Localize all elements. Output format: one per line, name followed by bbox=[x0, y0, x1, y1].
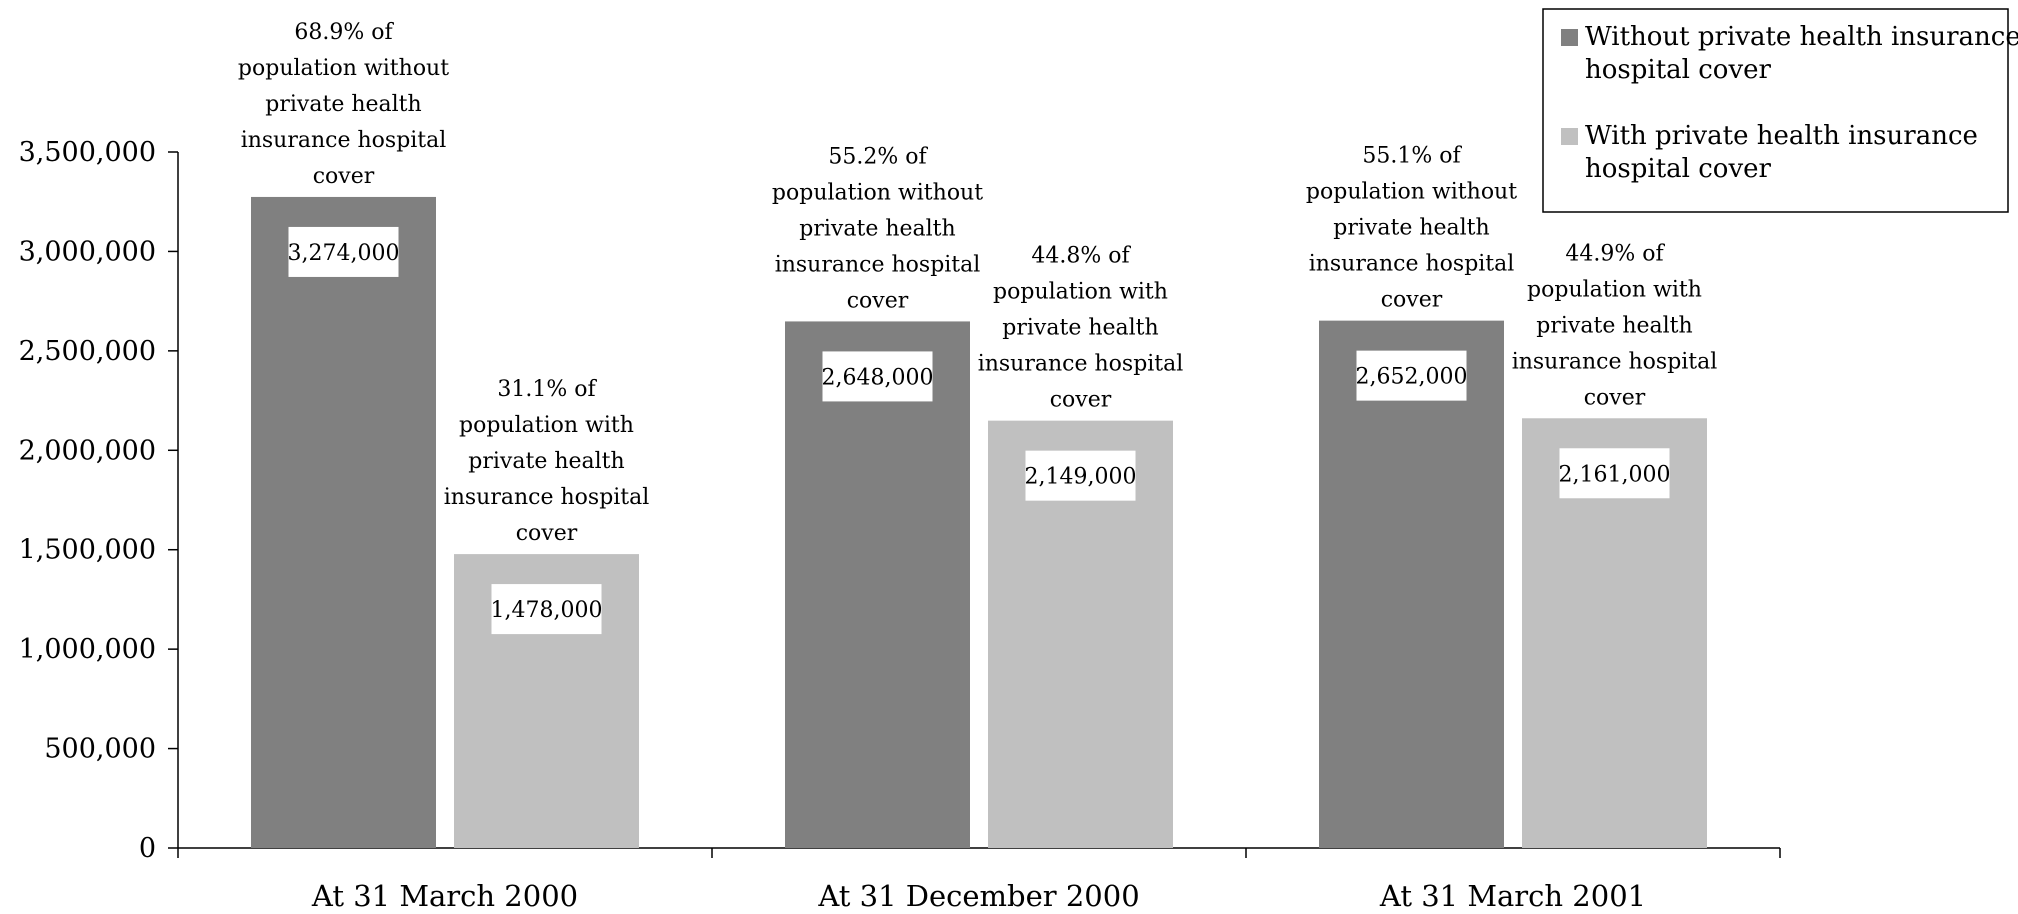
annotation-line: 55.2% of bbox=[828, 144, 928, 169]
legend-label: Without private health insurance hospital… bbox=[1585, 22, 2018, 85]
bar-annotation: 44.8% of population with private health ins… bbox=[978, 244, 1184, 413]
data-label: 2,652,000 bbox=[1356, 365, 1468, 390]
bar-annotation: 55.1% of population without private health… bbox=[1306, 144, 1517, 313]
data-label-box bbox=[491, 584, 602, 635]
data-label-box bbox=[1559, 448, 1670, 499]
annotation-line: insurance hospital bbox=[1309, 252, 1515, 277]
annotation-line: 31.1% of bbox=[497, 377, 597, 402]
legend-label-line: hospital cover bbox=[1585, 154, 1772, 184]
annotation-line: insurance hospital bbox=[1512, 349, 1718, 374]
annotation-line: private health bbox=[1333, 216, 1489, 241]
category-label: At 31 March 2000 bbox=[311, 879, 578, 909]
annotation-line: population with bbox=[459, 413, 634, 438]
legend-box bbox=[1542, 8, 2009, 213]
bar bbox=[1319, 320, 1504, 848]
legend: Without private health insurance hospital… bbox=[1542, 8, 2018, 213]
annotation-line: private health bbox=[468, 449, 624, 474]
legend-swatch bbox=[1561, 128, 1578, 145]
data-label-box bbox=[822, 351, 933, 402]
annotation-line: cover bbox=[516, 521, 578, 546]
annotation-line: 68.9% of bbox=[294, 20, 394, 45]
data-label-box bbox=[288, 226, 399, 277]
legend-label-line: With private health insurance bbox=[1585, 121, 1978, 151]
annotation-line: 44.8% of bbox=[1031, 244, 1131, 269]
bars: 3,274,000 1,478,000 2,648,000 2,149,000 2,65… bbox=[251, 196, 1707, 849]
annotation-line: cover bbox=[1381, 288, 1443, 313]
legend-label-line: Without private health insurance bbox=[1585, 22, 2018, 52]
y-tick-label: 500,000 bbox=[44, 734, 156, 765]
data-label-box bbox=[1025, 450, 1136, 501]
y-tick-label: 3,500,000 bbox=[19, 137, 156, 168]
bar-annotation: 31.1% of population with private health ins… bbox=[444, 377, 650, 546]
annotation-line: cover bbox=[1050, 388, 1112, 413]
annotation-line: insurance hospital bbox=[978, 352, 1184, 377]
annotation-line: population with bbox=[993, 280, 1168, 305]
data-label: 3,274,000 bbox=[288, 241, 400, 266]
legend-swatch bbox=[1561, 29, 1578, 46]
annotation-line: population without bbox=[1306, 180, 1517, 205]
annotation-line: 44.9% of bbox=[1565, 241, 1665, 266]
annotation-line: population without bbox=[772, 180, 983, 205]
data-label: 2,648,000 bbox=[822, 365, 934, 390]
annotation-line: cover bbox=[847, 288, 909, 313]
annotation-line: private health bbox=[1002, 316, 1158, 341]
y-tick-label: 1,500,000 bbox=[19, 535, 156, 566]
bar-annotation: 55.2% of population without private health… bbox=[772, 144, 983, 313]
axes: 0 500,000 1,000,000 1,500,000 2,000,000 2,500… bbox=[19, 137, 1781, 913]
category-label: At 31 December 2000 bbox=[817, 879, 1139, 909]
y-tick-label: 2,000,000 bbox=[19, 435, 156, 466]
annotation-line: cover bbox=[1584, 385, 1646, 410]
annotation-line: insurance hospital bbox=[775, 252, 981, 277]
bar bbox=[785, 321, 970, 849]
legend-label-line: hospital cover bbox=[1585, 55, 1772, 85]
bar bbox=[251, 196, 436, 848]
annotation-line: population without bbox=[238, 56, 449, 81]
annotation-line: cover bbox=[313, 164, 375, 189]
bar-annotation: 44.9% of population with private health ins… bbox=[1512, 241, 1718, 410]
bar-annotation: 68.9% of population without private health… bbox=[238, 20, 449, 189]
data-label: 1,478,000 bbox=[491, 598, 603, 623]
y-tick-label: 0 bbox=[139, 833, 156, 864]
annotation-line: private health bbox=[265, 92, 421, 117]
y-tick-label: 2,500,000 bbox=[19, 336, 156, 367]
annotation-line: private health bbox=[1536, 313, 1692, 338]
annotation-line: 55.1% of bbox=[1362, 144, 1462, 169]
annotation-line: insurance hospital bbox=[444, 485, 650, 510]
annotations: 68.9% of population without private health… bbox=[238, 20, 1717, 546]
annotation-line: insurance hospital bbox=[241, 128, 447, 153]
annotation-line: population with bbox=[1527, 277, 1702, 302]
y-tick-label: 1,000,000 bbox=[19, 634, 156, 665]
legend-label: With private health insurance hospital co… bbox=[1585, 121, 1978, 184]
data-label-box bbox=[1356, 350, 1467, 401]
category-label: At 31 March 2001 bbox=[1379, 879, 1646, 909]
data-label: 2,149,000 bbox=[1025, 465, 1137, 490]
annotation-line: private health bbox=[799, 216, 955, 241]
data-label: 2,161,000 bbox=[1559, 462, 1671, 487]
y-tick-label: 3,000,000 bbox=[19, 236, 156, 267]
